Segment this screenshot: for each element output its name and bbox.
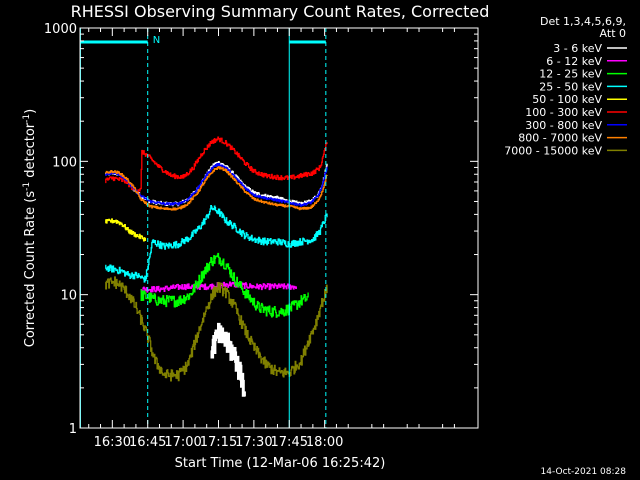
series-line-300-800-kev-6: [105, 162, 328, 207]
chart-title: RHESSI Observing Summary Count Rates, Co…: [71, 2, 490, 21]
y-tick-label: 1000: [44, 22, 77, 37]
legend-label: 300 - 800 keV: [525, 119, 602, 132]
series-line-7000-15000-kev-8: [105, 276, 328, 382]
legend-header-line2: Att 0: [600, 27, 626, 40]
legend-label: 6 - 12 keV: [546, 55, 602, 68]
data-layer: [105, 136, 328, 397]
y-tick-label: 10: [60, 289, 77, 304]
legend-label: 25 - 50 keV: [539, 80, 602, 93]
series-line-50-100-kev-4: [105, 218, 147, 242]
y-tick-label: 1: [69, 422, 77, 437]
y-label-sup2: -1: [22, 114, 32, 123]
y-tick-label: 100: [52, 155, 77, 170]
plot-frame: [79, 27, 479, 429]
legend-label: 12 - 25 keV: [539, 68, 602, 81]
generated-timestamp: 14-Oct-2021 08:28: [541, 467, 627, 477]
night-marker-label: N: [153, 35, 160, 46]
x-tick-label: 17:45: [271, 435, 308, 450]
x-tick-label: 16:30: [94, 435, 131, 450]
y-label-part2: detector: [23, 122, 38, 182]
series-line-unlabeled-9: [210, 322, 246, 397]
x-axis-label: Start Time (12-Mar-06 16:25:42): [175, 456, 386, 471]
series-line-12-25-kev-2: [140, 252, 309, 318]
series-line-100-300-kev-5: [105, 136, 328, 193]
legend-header-line1: Det 1,3,4,5,6,9,: [540, 15, 626, 28]
series-line-800-7000-kev-7: [105, 166, 328, 211]
y-label-sup1: -1: [22, 182, 32, 191]
y-axis-label: Corrected Count Rate (s-1 detector-1): [22, 109, 38, 347]
legend-label: 3 - 6 keV: [553, 42, 602, 55]
legend-label: 100 - 300 keV: [525, 106, 602, 119]
x-tick-label: 17:30: [235, 435, 272, 450]
x-tick-label: 18:00: [306, 435, 343, 450]
y-label-part3: ): [23, 109, 38, 114]
x-tick-label: 17:00: [164, 435, 201, 450]
series-line-3-6-kev-0: [105, 160, 328, 207]
series-line-25-50-kev-3: [105, 205, 328, 283]
y-label-part1: Corrected Count Rate (s: [23, 191, 38, 348]
x-tick-label: 17:15: [200, 435, 237, 450]
legend-label: 7000 - 15000 keV: [504, 144, 602, 157]
legend-label: 50 - 100 keV: [532, 93, 602, 106]
x-tick-label: 16:45: [129, 435, 166, 450]
legend-label: 800 - 7000 keV: [518, 132, 602, 145]
